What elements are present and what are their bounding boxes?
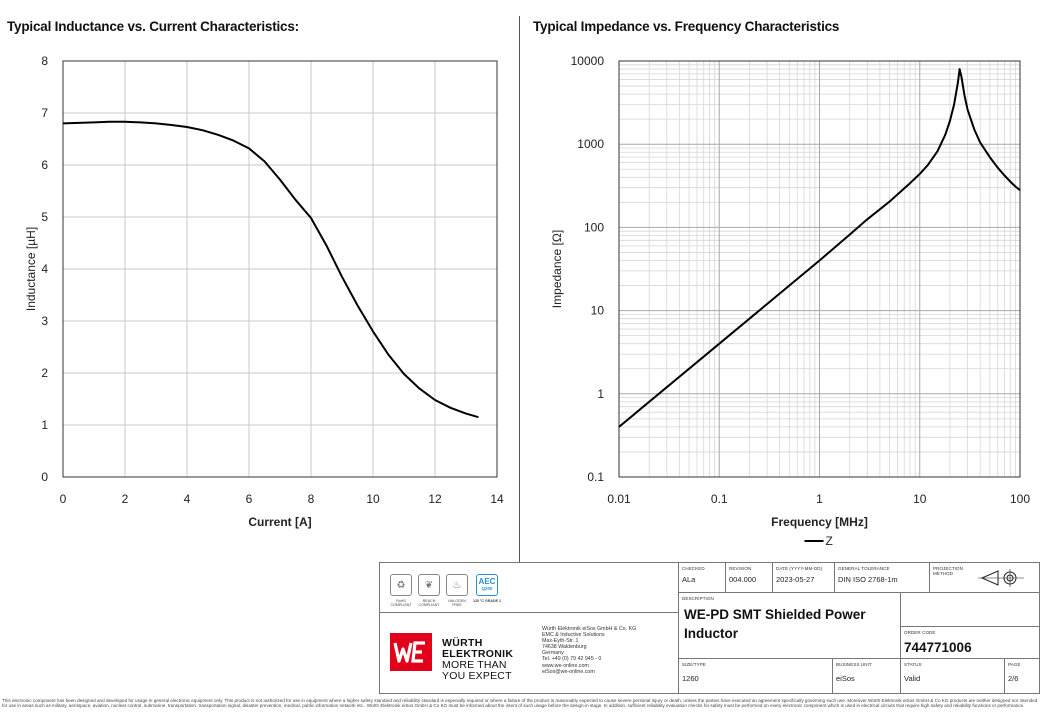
left-chart-title: Typical Inductance vs. Current Character… <box>7 19 299 34</box>
certifications-area: ♻ RoHS COMPLIANT ❦ REACH COMPLIANT ♨ HALOG… <box>380 563 679 613</box>
y-tick-label: 100 <box>584 220 604 234</box>
projection-symbol-icon <box>978 569 1024 587</box>
y-tick-label: 8 <box>41 54 48 68</box>
cert-aec-label: 125 °C GRADE 1 <box>472 599 501 603</box>
order-code: 744771006 <box>904 640 972 655</box>
y-tick-label: 1 <box>597 387 604 401</box>
impedance-curve <box>618 68 1021 428</box>
size-cell: SIZE/TYPE 1260 <box>679 659 833 694</box>
x-axis-label: Current [A] <box>248 515 311 529</box>
date-cell: DATE (YYYY-MM-DD) 2023-05-27 <box>773 563 835 593</box>
halogen-free-icon: ♨ <box>446 574 468 596</box>
cert-halogen-label: HALOGEN FREE <box>448 599 466 607</box>
cert-reach-label: REACH COMPLIANT <box>418 599 440 607</box>
description-cell: DESCRIPTION WE-PD SMT Shielded Power Ind… <box>679 593 901 659</box>
x-tick-label: 10 <box>366 492 380 506</box>
company-slogan: MORE THAN YOU EXPECT <box>442 659 512 682</box>
y-tick-label: 10 <box>591 304 605 318</box>
company-address: Würth Elektronik eiSos GmbH & Co. KG EMC… <box>542 626 637 675</box>
x-tick-label: 0.01 <box>607 492 631 506</box>
y-tick-label: 1000 <box>577 137 604 151</box>
page-cell: PAGE 2/6 <box>1008 662 1021 683</box>
aec-q200-icon: AEC Q200 <box>476 574 498 596</box>
x-tick-label: 0 <box>60 492 67 506</box>
disclaimer-text: This electronic component has been desig… <box>2 698 1038 709</box>
x-tick-label: 12 <box>428 492 442 506</box>
tolerance-cell: GENERAL TOLERANCE DIN ISO 2768-1m <box>835 563 930 593</box>
y-tick-label: 6 <box>41 158 48 172</box>
legend-label: Z <box>826 534 833 548</box>
x-tick-label: 100 <box>1010 492 1030 506</box>
x-axis-label: Frequency [MHz] <box>771 515 868 529</box>
right-chart-title: Typical Impedance vs. Frequency Characte… <box>533 19 840 34</box>
cert-rohs-label: RoHS COMPLIANT <box>390 599 412 607</box>
reach-icon: ❦ <box>418 574 440 596</box>
plot-frame <box>62 60 498 478</box>
title-block: ♻ RoHS COMPLIANT ❦ REACH COMPLIANT ♨ HALOG… <box>379 562 1040 694</box>
checked-cell: CHECKED ALa <box>679 563 726 593</box>
inductance-curve <box>62 120 479 419</box>
x-tick-label: 8 <box>308 492 315 506</box>
x-tick-label: 10 <box>913 492 927 506</box>
y-tick-label: 4 <box>41 262 48 276</box>
panel-divider <box>519 16 520 564</box>
x-tick-label: 4 <box>184 492 191 506</box>
y-axis-label: Impedance [Ω] <box>550 230 564 308</box>
y-tick-label: 0 <box>41 470 48 484</box>
y-tick-label: 5 <box>41 210 48 224</box>
business-unit-cell: BUSINESS UNIT eiSos <box>833 659 901 694</box>
y-tick-label: 10000 <box>571 54 605 68</box>
we-logo-icon <box>390 633 432 671</box>
projection-cell: PROJECTION METHOD <box>930 563 1040 593</box>
y-axis-label: Inductance [µH] <box>24 227 38 311</box>
blank-cell <box>901 593 1040 627</box>
y-tick-label: 0.1 <box>587 470 604 484</box>
revision-cell: REVISION 004.000 <box>726 563 773 593</box>
company-name: WÜRTH ELEKTRONIK <box>442 637 514 660</box>
product-description: WE-PD SMT Shielded Power Inductor <box>684 607 866 641</box>
order-code-cell: ORDER CODE 744771006 <box>901 627 1040 659</box>
y-tick-label: 7 <box>41 106 48 120</box>
x-tick-label: 2 <box>122 492 129 506</box>
company-area: WÜRTH ELEKTRONIK MORE THAN YOU EXPECT Wü… <box>380 613 679 694</box>
x-tick-label: 1 <box>816 492 823 506</box>
x-tick-label: 14 <box>490 492 504 506</box>
rohs-icon: ♻ <box>390 574 412 596</box>
y-tick-label: 1 <box>41 418 48 432</box>
y-tick-label: 3 <box>41 314 48 328</box>
plot-frame <box>618 60 1021 478</box>
y-tick-label: 2 <box>41 366 48 380</box>
x-tick-label: 6 <box>246 492 253 506</box>
impedance-chart: 0.01 0.1 1 10 1000.1110100100010000Frequency… <box>550 54 1030 548</box>
x-tick-label: 0.1 <box>711 492 728 506</box>
status-cell: STATUS Valid <box>901 659 1005 694</box>
